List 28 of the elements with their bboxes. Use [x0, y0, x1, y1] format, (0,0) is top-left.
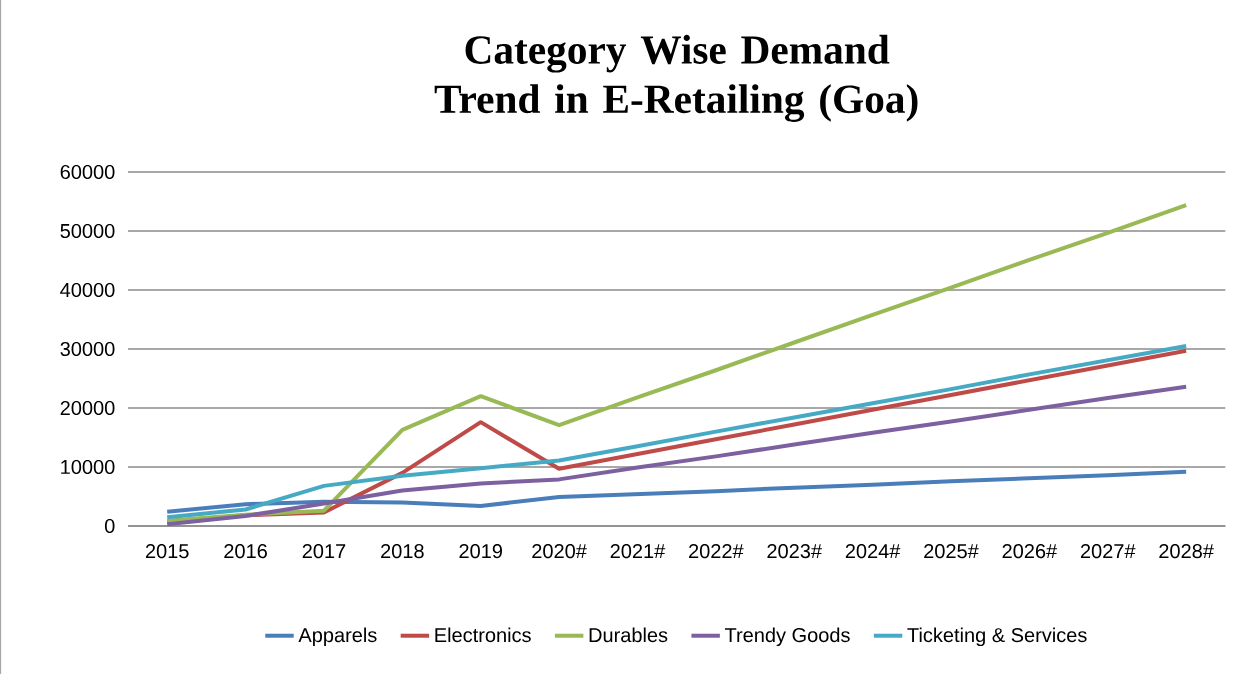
chart-title: Category Wise Demand Trend in E-Retailing (Goa): [434, 34, 918, 122]
x-tick-label: 2021#: [610, 544, 666, 559]
y-tick-label: 20000: [60, 400, 115, 416]
x-tick-label: 2024#: [845, 544, 901, 559]
legend-label: Trendy Goods: [724, 627, 850, 647]
y-tick-label: 10000: [61, 459, 115, 475]
x-tick-label: 2015: [145, 544, 189, 559]
x-tick-label: 2023#: [767, 544, 822, 559]
x-tick-label: 2028#: [1159, 544, 1214, 559]
legend-label: Apparels: [298, 627, 377, 647]
y-tick-label: 50000: [60, 223, 115, 239]
y-tick-label: 0: [104, 518, 115, 534]
x-tick-label: 2018: [381, 544, 424, 559]
y-tick-label: 60000: [60, 164, 115, 180]
y-tick-label: 40000: [60, 282, 115, 298]
legend-label: Electronics: [435, 627, 531, 643]
y-tick-label: 30000: [60, 341, 115, 357]
legend-label: Durables: [589, 627, 668, 643]
x-tick-label: 2026#: [1002, 544, 1058, 559]
legend-label: Ticketing & Services: [907, 627, 1087, 647]
x-tick-label: 2019: [459, 544, 502, 559]
x-tick-label: 2025#: [924, 544, 979, 559]
x-tick-label: 2016: [224, 544, 267, 559]
x-tick-label: 2022#: [689, 544, 744, 559]
line-series: [165, 203, 1189, 523]
x-tick-label: 2020#: [532, 544, 587, 559]
x-tick-label: 2017: [302, 544, 346, 559]
x-tick-label: 2027#: [1080, 544, 1136, 559]
